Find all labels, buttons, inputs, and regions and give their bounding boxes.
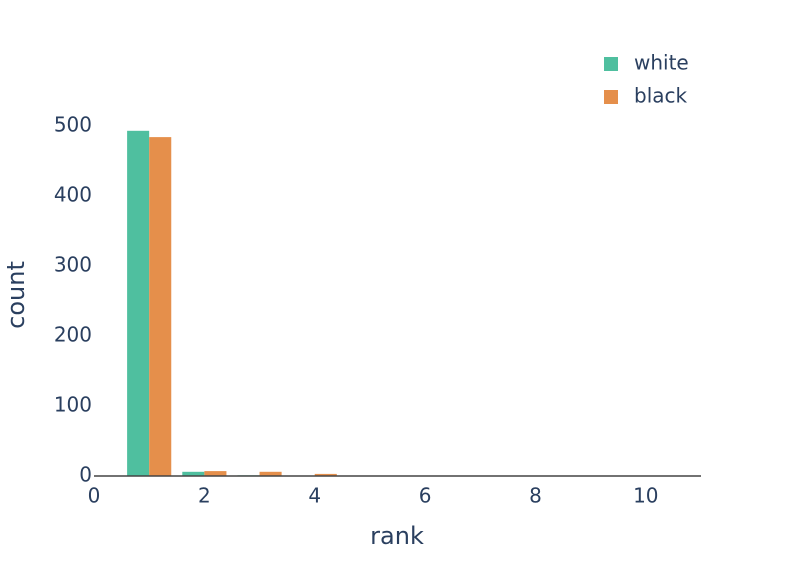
legend-label: black xyxy=(634,84,688,108)
bar xyxy=(149,137,172,476)
x-tick-label: 10 xyxy=(633,484,658,508)
x-tick-label: 6 xyxy=(419,484,432,508)
legend-swatch xyxy=(604,57,618,71)
x-axis-label: rank xyxy=(370,522,424,550)
bar xyxy=(127,130,150,476)
legend-label: white xyxy=(634,51,689,75)
bar xyxy=(314,473,337,476)
x-tick-label: 8 xyxy=(529,484,542,508)
y-tick-label: 500 xyxy=(54,112,92,136)
y-tick-label: 400 xyxy=(54,182,92,206)
bar xyxy=(182,471,205,476)
bar xyxy=(204,471,227,476)
x-tick-label: 4 xyxy=(308,484,321,508)
y-axis-label: count xyxy=(2,261,30,329)
y-tick-label: 100 xyxy=(54,392,92,416)
legend-swatch xyxy=(604,90,618,104)
y-tick-label: 0 xyxy=(79,463,92,487)
x-tick-label: 2 xyxy=(198,484,211,508)
y-tick-label: 200 xyxy=(54,322,92,346)
bar xyxy=(259,471,282,476)
y-tick-label: 300 xyxy=(54,252,92,276)
x-tick-label: 0 xyxy=(88,484,101,508)
